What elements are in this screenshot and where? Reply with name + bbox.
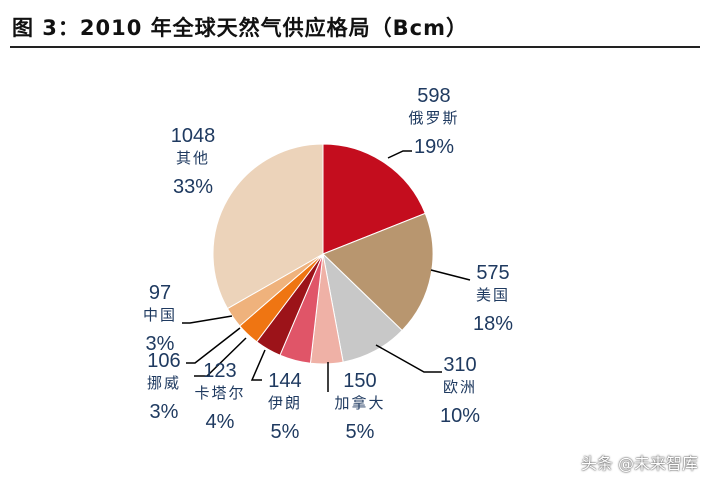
slice-label: 144 伊朗 5% bbox=[268, 371, 302, 442]
slice-name: 中国 bbox=[142, 306, 178, 324]
slice-value: 123 bbox=[203, 360, 237, 382]
slice-name: 伊朗 bbox=[267, 394, 303, 412]
slice-value: 310 bbox=[443, 354, 477, 376]
slice-label: 598 俄罗斯 19% bbox=[408, 86, 459, 157]
slice-percent: 4% bbox=[205, 411, 235, 433]
leader-line bbox=[182, 315, 233, 324]
leader-line bbox=[375, 344, 442, 373]
slice-label: 150 加拿大 5% bbox=[334, 371, 385, 442]
slice-percent: 5% bbox=[345, 421, 375, 443]
title-underline bbox=[10, 46, 700, 48]
leader-line bbox=[250, 349, 266, 381]
slice-percent: 3% bbox=[149, 401, 179, 423]
slice-value: 144 bbox=[268, 370, 302, 392]
slice-label: 310 欧洲 10% bbox=[440, 355, 480, 426]
leader-line bbox=[194, 337, 247, 377]
slice-label: 1048 其他 33% bbox=[171, 126, 216, 197]
slice-value: 150 bbox=[343, 370, 377, 392]
slice-value: 598 bbox=[417, 85, 451, 107]
slice-name: 美国 bbox=[475, 286, 510, 304]
pie-slice bbox=[322, 143, 426, 255]
slice-label: 123 卡塔尔 4% bbox=[194, 361, 245, 432]
slice-name: 加拿大 bbox=[334, 394, 386, 412]
slice-value: 97 bbox=[148, 282, 172, 304]
slice-name: 欧洲 bbox=[442, 378, 477, 396]
slice-name: 挪威 bbox=[146, 374, 182, 392]
slice-percent: 10% bbox=[439, 405, 481, 427]
pie-slice bbox=[212, 143, 324, 310]
slice-name: 卡塔尔 bbox=[194, 384, 246, 402]
slice-label: 575 美国 18% bbox=[473, 263, 513, 334]
watermark: 头条 @未来智库 bbox=[580, 454, 698, 473]
slice-name: 俄罗斯 bbox=[408, 109, 460, 127]
slice-label: 97 中国 3% bbox=[143, 283, 177, 354]
slice-label: 106 挪威 3% bbox=[147, 351, 181, 422]
slice-percent: 3% bbox=[145, 333, 175, 355]
slice-percent: 33% bbox=[172, 176, 214, 198]
figure-title: 图 3：2010 年全球天然气供应格局（Bcm） bbox=[12, 16, 469, 40]
slice-percent: 19% bbox=[413, 136, 455, 158]
slice-percent: 5% bbox=[270, 421, 300, 443]
slice-value: 1048 bbox=[170, 125, 216, 147]
leader-line bbox=[430, 269, 471, 281]
slice-percent: 18% bbox=[472, 313, 514, 335]
slice-value: 575 bbox=[476, 262, 510, 284]
leader-line bbox=[387, 150, 412, 159]
slice-name: 其他 bbox=[175, 149, 210, 167]
slice-value: 106 bbox=[147, 350, 181, 372]
leader-line bbox=[186, 327, 241, 364]
pie-slice bbox=[322, 212, 434, 332]
